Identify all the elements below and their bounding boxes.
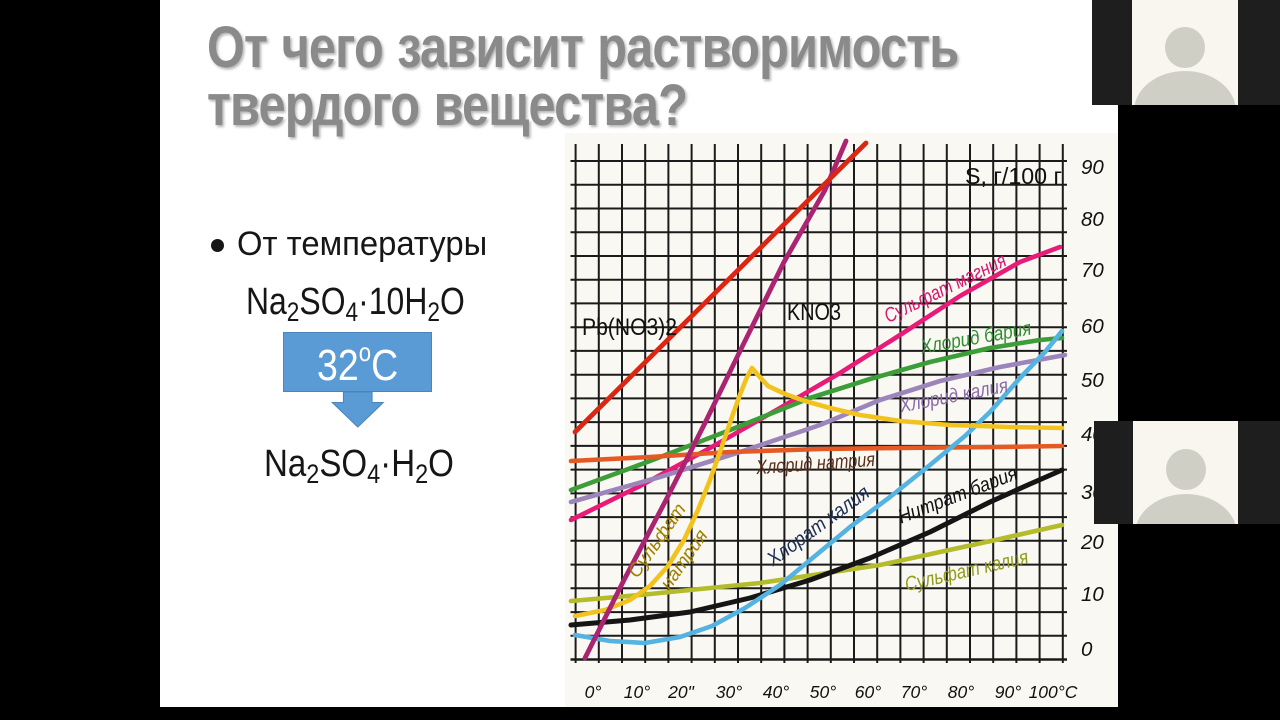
svg-text:80: 80 bbox=[1081, 208, 1104, 231]
svg-text:10: 10 bbox=[1081, 583, 1104, 606]
svg-text:10°: 10° bbox=[624, 682, 650, 702]
svg-text:Хлорид натрия: Хлорид натрия bbox=[755, 449, 876, 479]
svg-text:Pb(NO3)2: Pb(NO3)2 bbox=[582, 314, 677, 341]
svg-text:70: 70 bbox=[1081, 259, 1104, 282]
svg-text:S, г/100 г: S, г/100 г bbox=[965, 163, 1062, 189]
svg-text:50: 50 bbox=[1081, 369, 1104, 392]
svg-text:90°: 90° bbox=[995, 682, 1021, 702]
svg-text:KNO3: KNO3 bbox=[787, 299, 841, 326]
svg-text:20: 20 bbox=[1080, 531, 1104, 554]
svg-text:50°: 50° bbox=[810, 682, 836, 702]
svg-text:70°: 70° bbox=[901, 682, 927, 702]
svg-text:100°C: 100°C bbox=[1029, 682, 1078, 702]
svg-text:80°: 80° bbox=[948, 682, 974, 702]
svg-text:40°: 40° bbox=[763, 682, 789, 702]
svg-text:60: 60 bbox=[1081, 315, 1104, 338]
svg-text:20": 20" bbox=[667, 682, 694, 702]
svg-text:60°: 60° bbox=[855, 682, 881, 702]
svg-text:30°: 30° bbox=[716, 682, 742, 702]
svg-text:0°: 0° bbox=[585, 682, 602, 702]
svg-text:Хлорат калия: Хлорат калия bbox=[762, 482, 874, 572]
svg-text:0: 0 bbox=[1081, 638, 1093, 661]
svg-text:90: 90 bbox=[1081, 156, 1104, 179]
